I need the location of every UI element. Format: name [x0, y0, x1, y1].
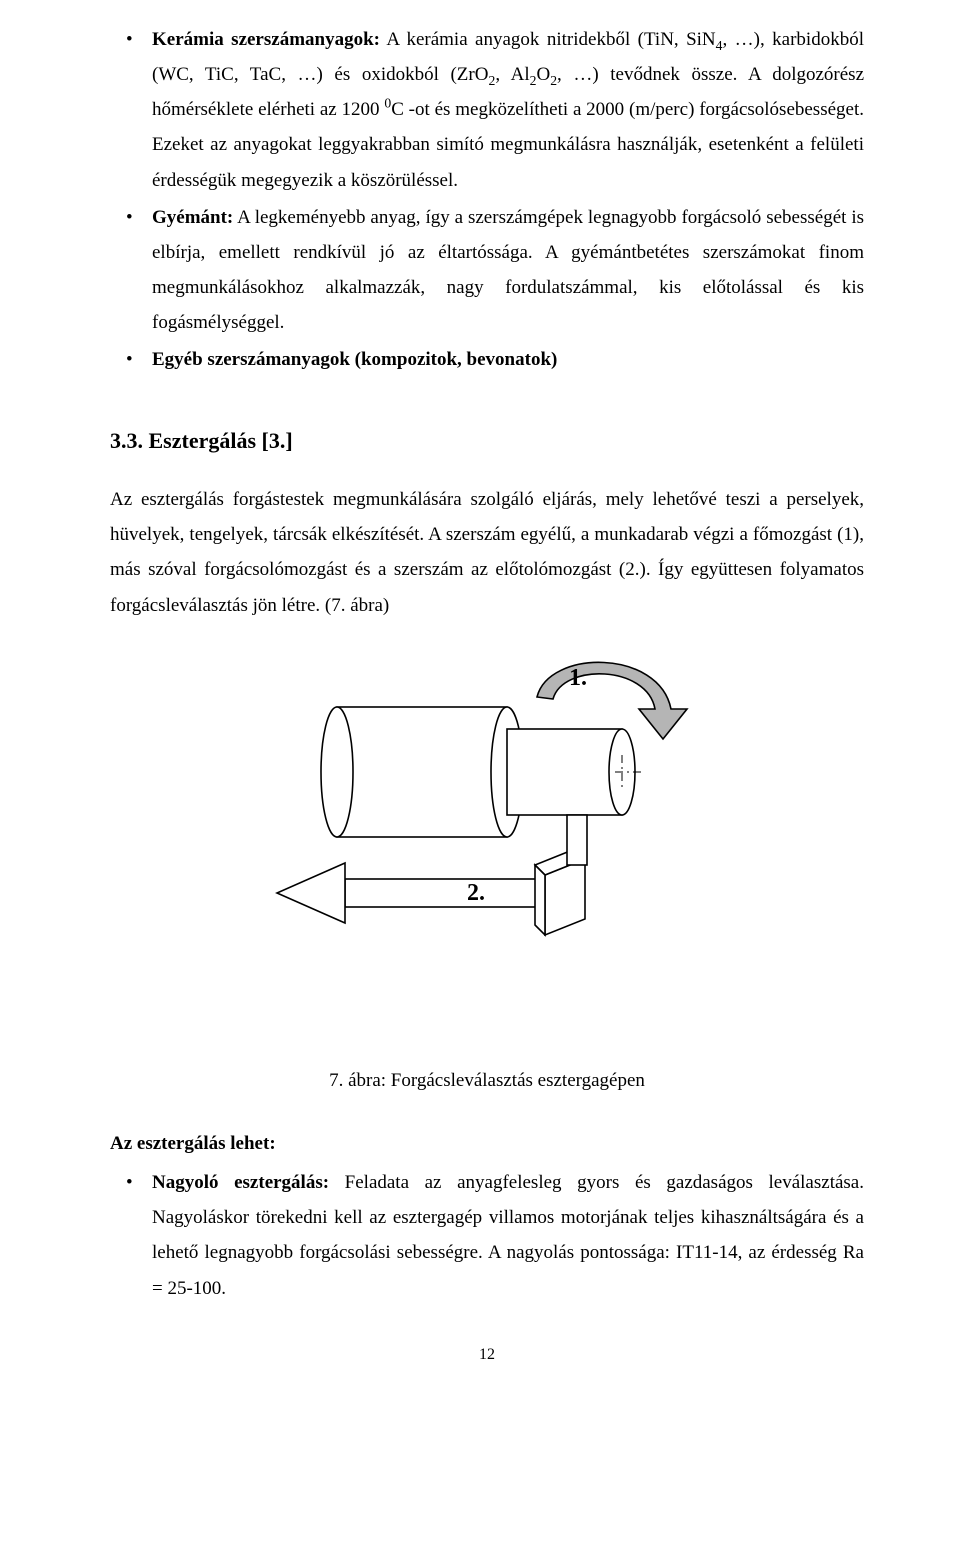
bottom-bullet-list: Nagyoló esztergálás: Feladata az anyagfe…	[110, 1165, 864, 1306]
bullet-lead: Nagyoló esztergálás:	[152, 1172, 329, 1193]
figure-7: 1. 2.	[110, 637, 864, 1009]
bullet-item: Kerámia szerszámanyagok: A kerámia anyag…	[110, 22, 864, 198]
lathe-diagram-svg: 1. 2.	[267, 637, 707, 997]
bullet-lead: Kerámia szerszámanyagok:	[152, 29, 380, 50]
section-heading: 3.3. Esztergálás [3.]	[110, 421, 864, 462]
figure-label-1: 1.	[569, 665, 587, 691]
feed-arrow-group	[277, 849, 585, 935]
top-bullet-list: Kerámia szerszámanyagok: A kerámia anyag…	[110, 22, 864, 377]
bullet-item: Nagyoló esztergálás: Feladata az anyagfe…	[110, 1165, 864, 1306]
bullet-text: A kerámia anyagok nitridekből (TiN, SiN4…	[152, 29, 864, 191]
subheading: Az esztergálás lehet:	[110, 1126, 864, 1161]
bullet-text: A legkeményebb anyag, így a szerszámgépe…	[152, 207, 864, 333]
bullet-item: Gyémánt: A legkeményebb anyag, így a sze…	[110, 200, 864, 341]
page-number: 12	[110, 1340, 864, 1370]
body-paragraph: Az esztergálás forgástestek megmunkálásá…	[110, 482, 864, 623]
bullet-item: Egyéb szerszámanyagok (kompozitok, bevon…	[110, 342, 864, 377]
page-content: Kerámia szerszámanyagok: A kerámia anyag…	[0, 0, 960, 1409]
bullet-lead: Gyémánt:	[152, 207, 233, 228]
figure-label-2: 2.	[467, 880, 485, 906]
bullet-lead: Egyéb szerszámanyagok (kompozitok, bevon…	[152, 349, 557, 370]
figure-caption: 7. ábra: Forgácsleválasztás esztergagépe…	[110, 1063, 864, 1098]
